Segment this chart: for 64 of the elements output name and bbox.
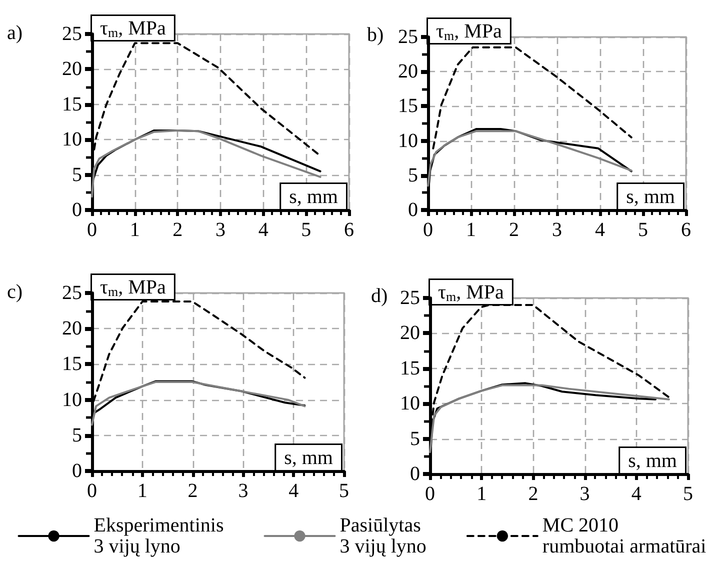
y-tick-label: 10 (62, 388, 82, 411)
x-tick-label: 0 (87, 219, 97, 241)
y-tick-label: 5 (408, 164, 418, 186)
y-axis-title: τm, MPa (100, 18, 166, 40)
y-axis-title: τm, MPa (436, 20, 502, 43)
x-tick-label: 0 (87, 480, 97, 502)
chart-title: d) (371, 285, 388, 307)
y-axis-title: τm, MPa (438, 282, 504, 304)
x-tick-label: 6 (681, 219, 691, 241)
y-tick-label: 0 (72, 460, 82, 482)
y-tick-label: 25 (62, 23, 82, 45)
chart-title: b) (367, 24, 384, 46)
y-tick-label: 20 (400, 322, 420, 344)
y-tick-label: 15 (62, 93, 82, 116)
x-tick-label: 2 (172, 219, 183, 241)
y-tick-label: 25 (62, 282, 82, 304)
y-axis-title: τm, MPa (100, 276, 166, 299)
x-tick-label: 4 (631, 483, 642, 505)
x-axis-title: s, mm (628, 450, 678, 472)
x-axis-title: s, mm (284, 447, 334, 469)
legend-label: Pasiūlytas 3 vijų lyno (340, 514, 426, 558)
x-tick-label: 2 (528, 483, 538, 505)
x-tick-label: 5 (683, 483, 693, 505)
y-tick-label: 0 (72, 199, 82, 221)
x-tick-label: 6 (344, 219, 354, 241)
x-tick-label: 3 (216, 219, 226, 241)
x-tick-label: 5 (638, 219, 648, 241)
y-tick-label: 25 (400, 287, 420, 309)
y-tick-label: 20 (62, 58, 82, 80)
y-tick-label: 5 (410, 428, 420, 450)
y-tick-label: 15 (400, 357, 420, 380)
y-tick-label: 10 (398, 130, 418, 152)
y-tick-label: 5 (72, 164, 82, 186)
x-axis-title: s, mm (626, 186, 676, 208)
y-tick-label: 25 (398, 26, 418, 48)
x-tick-label: 2 (188, 480, 198, 502)
x-tick-label: 3 (552, 219, 562, 241)
x-tick-label: 2 (509, 219, 519, 241)
y-tick-label: 0 (410, 463, 420, 485)
x-tick-label: 0 (425, 483, 435, 505)
x-axis-title: s, mm (289, 186, 338, 208)
legend-label: Eksperimentinis 3 vijų lyno (94, 514, 224, 558)
y-tick-label: 20 (62, 318, 82, 340)
x-tick-label: 5 (301, 219, 312, 241)
x-tick-label: 4 (595, 219, 605, 241)
legend-label: MC 2010 rumbuotai armatūrai (542, 514, 707, 558)
y-tick-label: 15 (62, 353, 82, 376)
x-tick-label: 1 (130, 219, 140, 241)
chart-title: a) (7, 22, 23, 44)
y-tick-label: 10 (400, 392, 420, 415)
y-tick-label: 0 (408, 199, 418, 221)
y-tick-label: 5 (72, 424, 82, 446)
x-tick-label: 1 (476, 483, 487, 505)
x-tick-label: 4 (288, 480, 299, 502)
x-tick-label: 1 (466, 219, 476, 241)
x-tick-label: 4 (258, 219, 268, 241)
chart-title: c) (7, 281, 23, 303)
y-tick-label: 15 (398, 95, 418, 118)
x-tick-label: 3 (580, 483, 590, 505)
x-tick-label: 3 (238, 480, 248, 502)
x-tick-label: 1 (137, 480, 148, 502)
y-tick-label: 10 (62, 128, 82, 151)
x-tick-label: 5 (339, 480, 349, 502)
y-tick-label: 20 (398, 60, 418, 83)
